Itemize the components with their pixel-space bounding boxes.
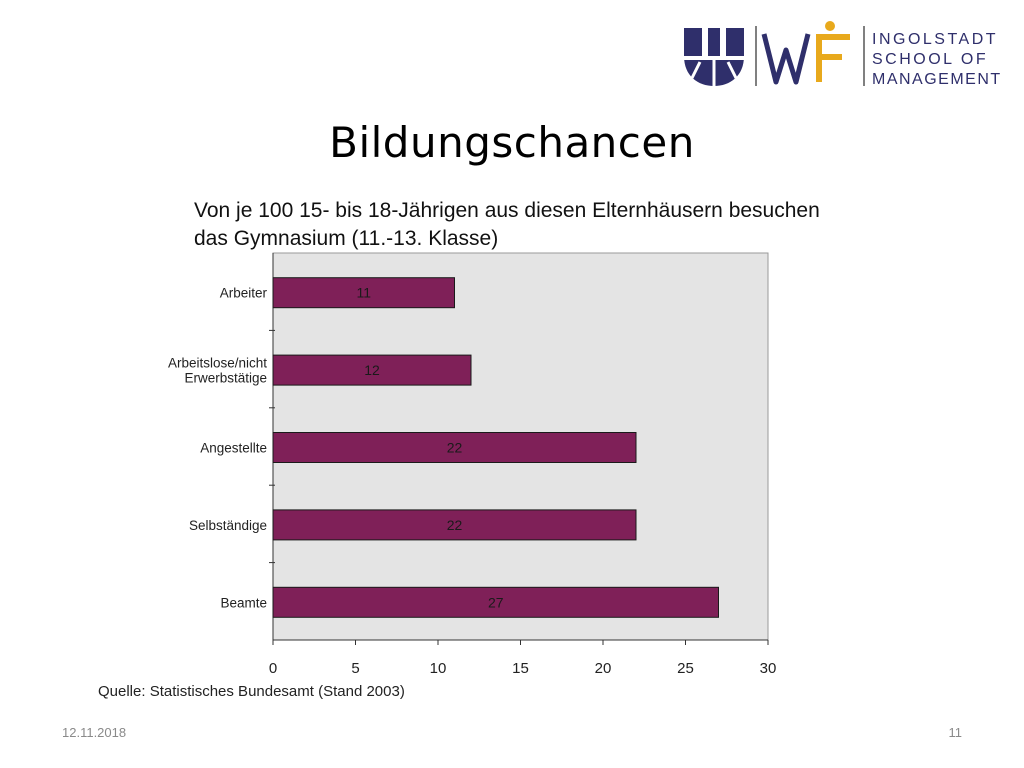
bar-4 bbox=[272, 509, 637, 541]
shield-emblem bbox=[684, 28, 744, 86]
footer-page-number: 11 bbox=[948, 725, 963, 740]
category-label: Beamte bbox=[220, 595, 267, 610]
category-label: Angestellte bbox=[200, 441, 267, 456]
slide-title: Bildungschancen bbox=[329, 118, 695, 167]
bar-value-label: 11 bbox=[356, 285, 371, 301]
ingolstadt-school-of-management-logo: INGOLSTADT SCHOOL OF MANAGEMENT bbox=[684, 21, 1000, 88]
logo-line-3: MANAGEMENT bbox=[872, 71, 1000, 88]
x-tick-label: 5 bbox=[351, 660, 359, 677]
bar-2 bbox=[272, 354, 472, 386]
bar-value-label: 27 bbox=[488, 594, 504, 610]
chart-title-line-1: Von je 100 15- bis 18-Jährigen aus diese… bbox=[194, 199, 820, 222]
bar-value-label: 22 bbox=[447, 440, 463, 456]
bar-value-label: 22 bbox=[447, 517, 463, 533]
x-tick-label: 20 bbox=[595, 660, 612, 677]
bar-value-label: 12 bbox=[364, 362, 380, 378]
category-label: Selbständige bbox=[189, 518, 267, 533]
bar-1 bbox=[272, 277, 455, 309]
x-tick-label: 25 bbox=[677, 660, 694, 677]
footer-date: 12.11.2018 bbox=[62, 725, 127, 740]
category-label: Arbeiter bbox=[220, 286, 268, 301]
bar-5 bbox=[272, 586, 719, 618]
logo-line-2: SCHOOL OF bbox=[872, 51, 988, 68]
source-note: Quelle: Statistisches Bundesamt (Stand 2… bbox=[98, 683, 405, 700]
logo-line-1: INGOLSTADT bbox=[872, 31, 998, 48]
x-tick-label: 30 bbox=[760, 660, 777, 677]
x-tick-label: 0 bbox=[269, 660, 277, 677]
wif-mark bbox=[761, 21, 850, 85]
x-tick-label: 10 bbox=[430, 660, 447, 677]
x-tick-label: 15 bbox=[512, 660, 529, 677]
category-label: Arbeitslose/nicht bbox=[168, 356, 267, 371]
category-label: Erwerbstätige bbox=[184, 371, 267, 386]
chart-title-line-2: das Gymnasium (11.-13. Klasse) bbox=[194, 227, 498, 250]
bar-3 bbox=[272, 432, 637, 463]
